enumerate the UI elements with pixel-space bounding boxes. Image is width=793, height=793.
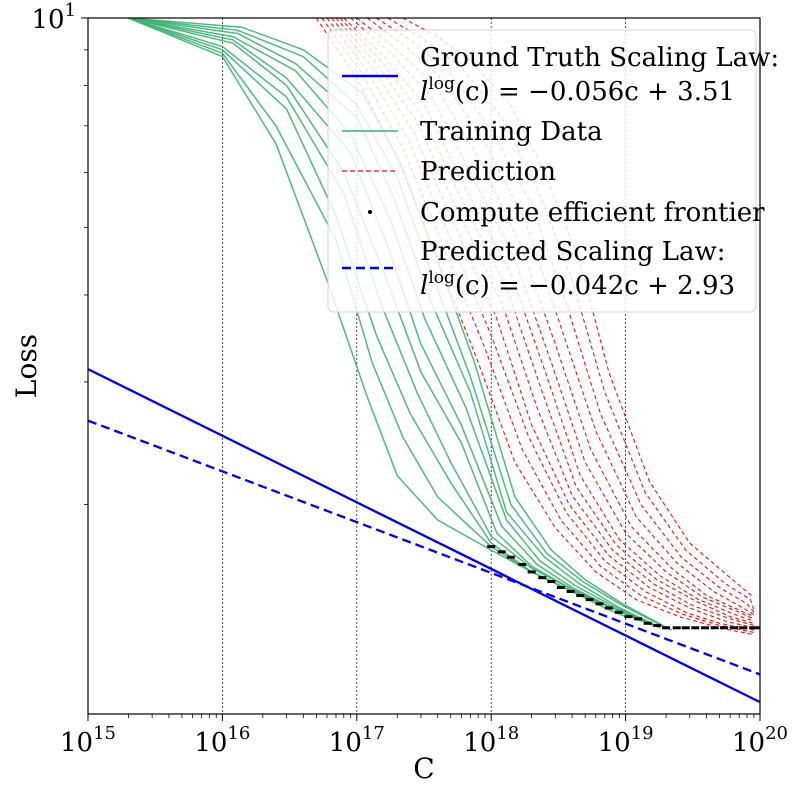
scaling-law-lines bbox=[88, 368, 760, 704]
training-curve-8 bbox=[128, 18, 667, 629]
legend-box bbox=[327, 29, 757, 313]
prediction-curve-0 bbox=[315, 18, 755, 636]
prediction-curve-2 bbox=[326, 18, 755, 631]
training-curve-4 bbox=[128, 18, 650, 624]
prediction-curve-1 bbox=[321, 18, 755, 633]
training-curve-7 bbox=[128, 18, 661, 629]
legend-training-label: Training Data bbox=[420, 117, 603, 147]
x-tick-label-17: 1017 bbox=[329, 723, 385, 758]
legend-predicted-law-label: Predicted Scaling Law: bbox=[420, 237, 726, 267]
legend-ground-truth-equation: llog(c) = −0.056c + 3.51 bbox=[420, 74, 735, 107]
y-axis-title: Loss bbox=[10, 334, 43, 398]
predicted-law-line bbox=[88, 419, 760, 676]
ground-truth-law-line bbox=[88, 368, 760, 704]
legend: Ground Truth Scaling Law: llog(c) = −0.0… bbox=[327, 29, 779, 313]
x-axis-title: C bbox=[413, 752, 434, 785]
x-tick-label-15: 1015 bbox=[60, 723, 116, 758]
legend-frontier-marker bbox=[368, 210, 372, 214]
prediction-curve-7 bbox=[350, 18, 755, 620]
y-tick-label-10: 101 bbox=[31, 0, 76, 35]
legend-frontier-label: Compute efficient frontier bbox=[420, 198, 765, 228]
legend-prediction-label: Prediction bbox=[420, 157, 556, 187]
training-curve-6 bbox=[128, 18, 657, 627]
x-tick-label-19: 1019 bbox=[598, 723, 654, 758]
compute-frontier-points bbox=[487, 545, 760, 630]
x-tick-label-18: 1018 bbox=[463, 723, 519, 758]
legend-predicted-law-equation: llog(c) = −0.042c + 2.93 bbox=[420, 268, 735, 301]
x-axis-ticks: 1015 1016 1017 1018 1019 1020 bbox=[60, 714, 788, 758]
x-tick-label-20: 1020 bbox=[732, 723, 788, 758]
training-curve-5 bbox=[128, 18, 654, 627]
legend-ground-truth-label: Ground Truth Scaling Law: bbox=[420, 43, 779, 73]
x-tick-label-16: 1016 bbox=[194, 723, 250, 758]
y-axis-ticks: 101 bbox=[31, 0, 88, 505]
plot-frame bbox=[87, 17, 761, 715]
